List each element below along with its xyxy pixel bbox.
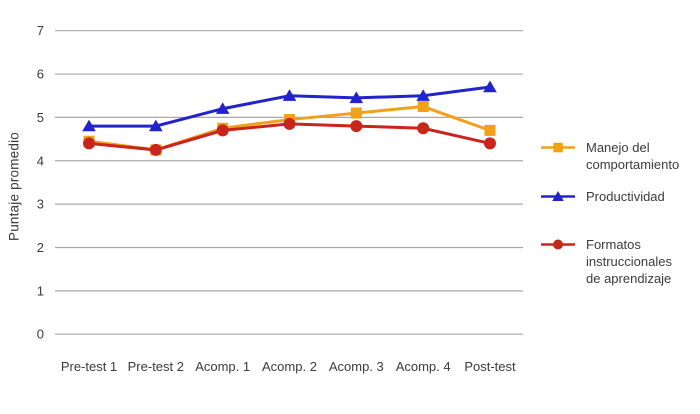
x-tick-label-acomp-1: Acomp. 1	[195, 359, 250, 374]
y-tick-label-6: 6	[37, 67, 44, 82]
y-tick-label-2: 2	[37, 240, 44, 255]
x-tick-label-post-test: Post-test	[464, 359, 516, 374]
triangle-legend-marker-icon	[541, 191, 575, 201]
legend-square	[553, 142, 563, 153]
square-legend-marker-icon	[541, 142, 575, 153]
y-tick-label-0: 0	[37, 327, 44, 342]
y-tick-label-3: 3	[37, 197, 44, 212]
x-tick-label-pre-test-1: Pre-test 1	[61, 359, 117, 374]
x-tick-label-acomp-3: Acomp. 3	[329, 359, 384, 374]
legend-item-formatos-instruccionales-de-aprendizaje: Formatos instruccionales de aprendizaje	[541, 236, 672, 287]
x-tick-label-pre-test-2: Pre-test 2	[128, 359, 184, 374]
data-point-triangle-productividad-2	[215, 102, 230, 114]
x-tick-label-acomp-2: Acomp. 2	[262, 359, 317, 374]
legend-item-manejo-del-comportamiento: Manejo del comportamiento	[541, 139, 679, 173]
legend-label-manejo-del-comportamiento: Manejo del comportamiento	[586, 140, 680, 172]
legend-label-formatos-instruccionales-de-aprendizaje: Formatos instruccionales de aprendizaje	[586, 237, 672, 286]
data-point-circle-formatos-instruccionales-de-aprendizaje-0	[83, 137, 95, 150]
data-point-triangle-productividad-4	[349, 91, 364, 104]
data-point-triangle-productividad-5	[416, 89, 430, 101]
data-point-square-manejo-del-comportamiento-4	[350, 107, 362, 119]
y-tick-label-4: 4	[37, 153, 44, 168]
data-point-circle-formatos-instruccionales-de-aprendizaje-6	[483, 137, 496, 150]
legend-triangle	[552, 191, 564, 201]
chart-legend: Manejo del comportamiento Productividad For…	[541, 0, 699, 414]
x-tick-label-acomp-4: Acomp. 4	[396, 359, 451, 374]
data-point-square-manejo-del-comportamiento-5	[417, 101, 429, 113]
data-point-circle-formatos-instruccionales-de-aprendizaje-2	[216, 124, 229, 137]
data-point-circle-formatos-instruccionales-de-aprendizaje-1	[149, 143, 162, 156]
y-tick-label-7: 7	[37, 23, 44, 38]
data-point-triangle-productividad-6	[483, 80, 497, 93]
data-point-circle-formatos-instruccionales-de-aprendizaje-5	[417, 122, 430, 135]
y-tick-label-1: 1	[37, 283, 44, 298]
data-point-triangle-productividad-1	[149, 119, 163, 132]
circle-legend-marker-icon	[541, 239, 575, 250]
y-tick-label-5: 5	[37, 110, 44, 125]
data-point-square-manejo-del-comportamiento-6	[484, 124, 496, 136]
legend-label-productividad: Productividad	[586, 189, 665, 204]
data-point-circle-formatos-instruccionales-de-aprendizaje-3	[283, 117, 296, 130]
data-point-circle-formatos-instruccionales-de-aprendizaje-4	[350, 120, 363, 133]
data-point-triangle-productividad-3	[282, 89, 297, 101]
legend-circle	[553, 239, 563, 250]
data-point-triangle-productividad-0	[82, 119, 96, 132]
legend-item-productividad: Productividad	[541, 188, 665, 205]
